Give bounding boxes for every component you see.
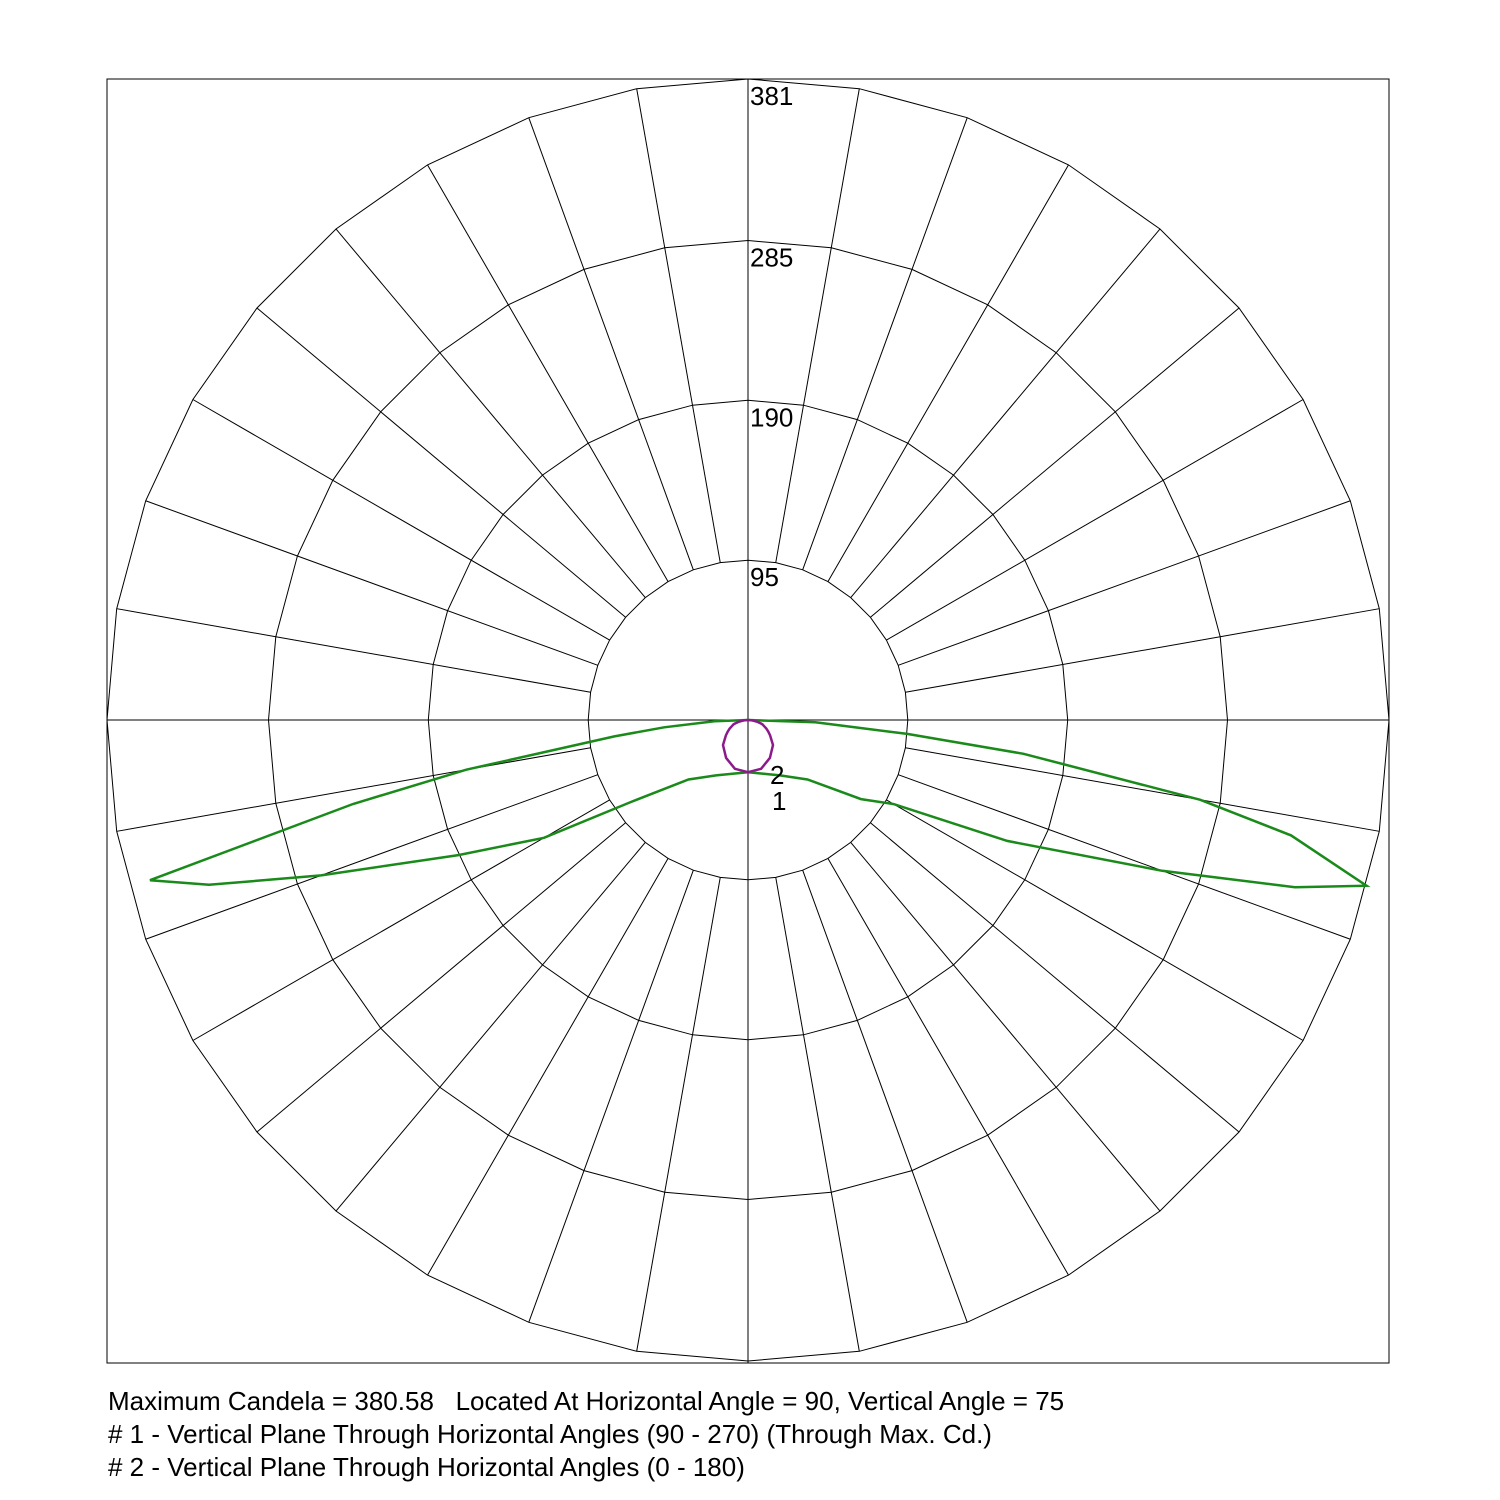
spoke [528,870,694,1323]
spoke [427,164,669,582]
spoke [850,842,1161,1212]
spoke [145,500,598,666]
spoke [827,164,1069,582]
spoke [905,747,1380,832]
spoke [116,608,591,693]
series-curve [721,718,749,774]
spoke [827,858,1069,1276]
footer-line: # 1 - Vertical Plane Through Horizontal … [108,1419,992,1449]
series-curve [747,718,775,774]
spoke [636,877,721,1352]
ring [106,78,1390,1362]
spoke [870,307,1240,618]
spoke [116,747,591,832]
spoke [528,117,694,570]
spoke [898,774,1351,940]
spoke [335,842,646,1212]
spoke [775,877,860,1352]
footer-line: # 2 - Vertical Plane Through Horizontal … [108,1452,745,1482]
spoke [145,774,598,940]
spoke [870,822,1240,1133]
ring [427,399,1069,1041]
spoke [886,799,1304,1041]
spoke [802,870,968,1323]
spoke [905,608,1380,693]
spoke [898,500,1351,666]
series-label: 2 [770,760,784,790]
ring-label: 285 [750,243,793,273]
spoke [802,117,968,570]
ring [267,239,1229,1201]
spoke [850,228,1161,598]
spoke [886,399,1304,641]
spoke [636,88,721,563]
ring-label: 95 [750,562,779,592]
series-curve [149,718,749,887]
footer-line: Maximum Candela = 380.58 Located At Hori… [108,1386,1064,1416]
spoke [256,822,626,1133]
series-curve [747,718,1371,889]
ring-label: 381 [750,81,793,111]
spoke [192,399,610,641]
spoke [775,88,860,563]
spoke [192,799,610,1041]
ring-label: 190 [750,402,793,432]
spoke [335,228,646,598]
spoke [427,858,669,1276]
ring [587,559,909,881]
series-label: 1 [772,786,786,816]
spoke [256,307,626,618]
